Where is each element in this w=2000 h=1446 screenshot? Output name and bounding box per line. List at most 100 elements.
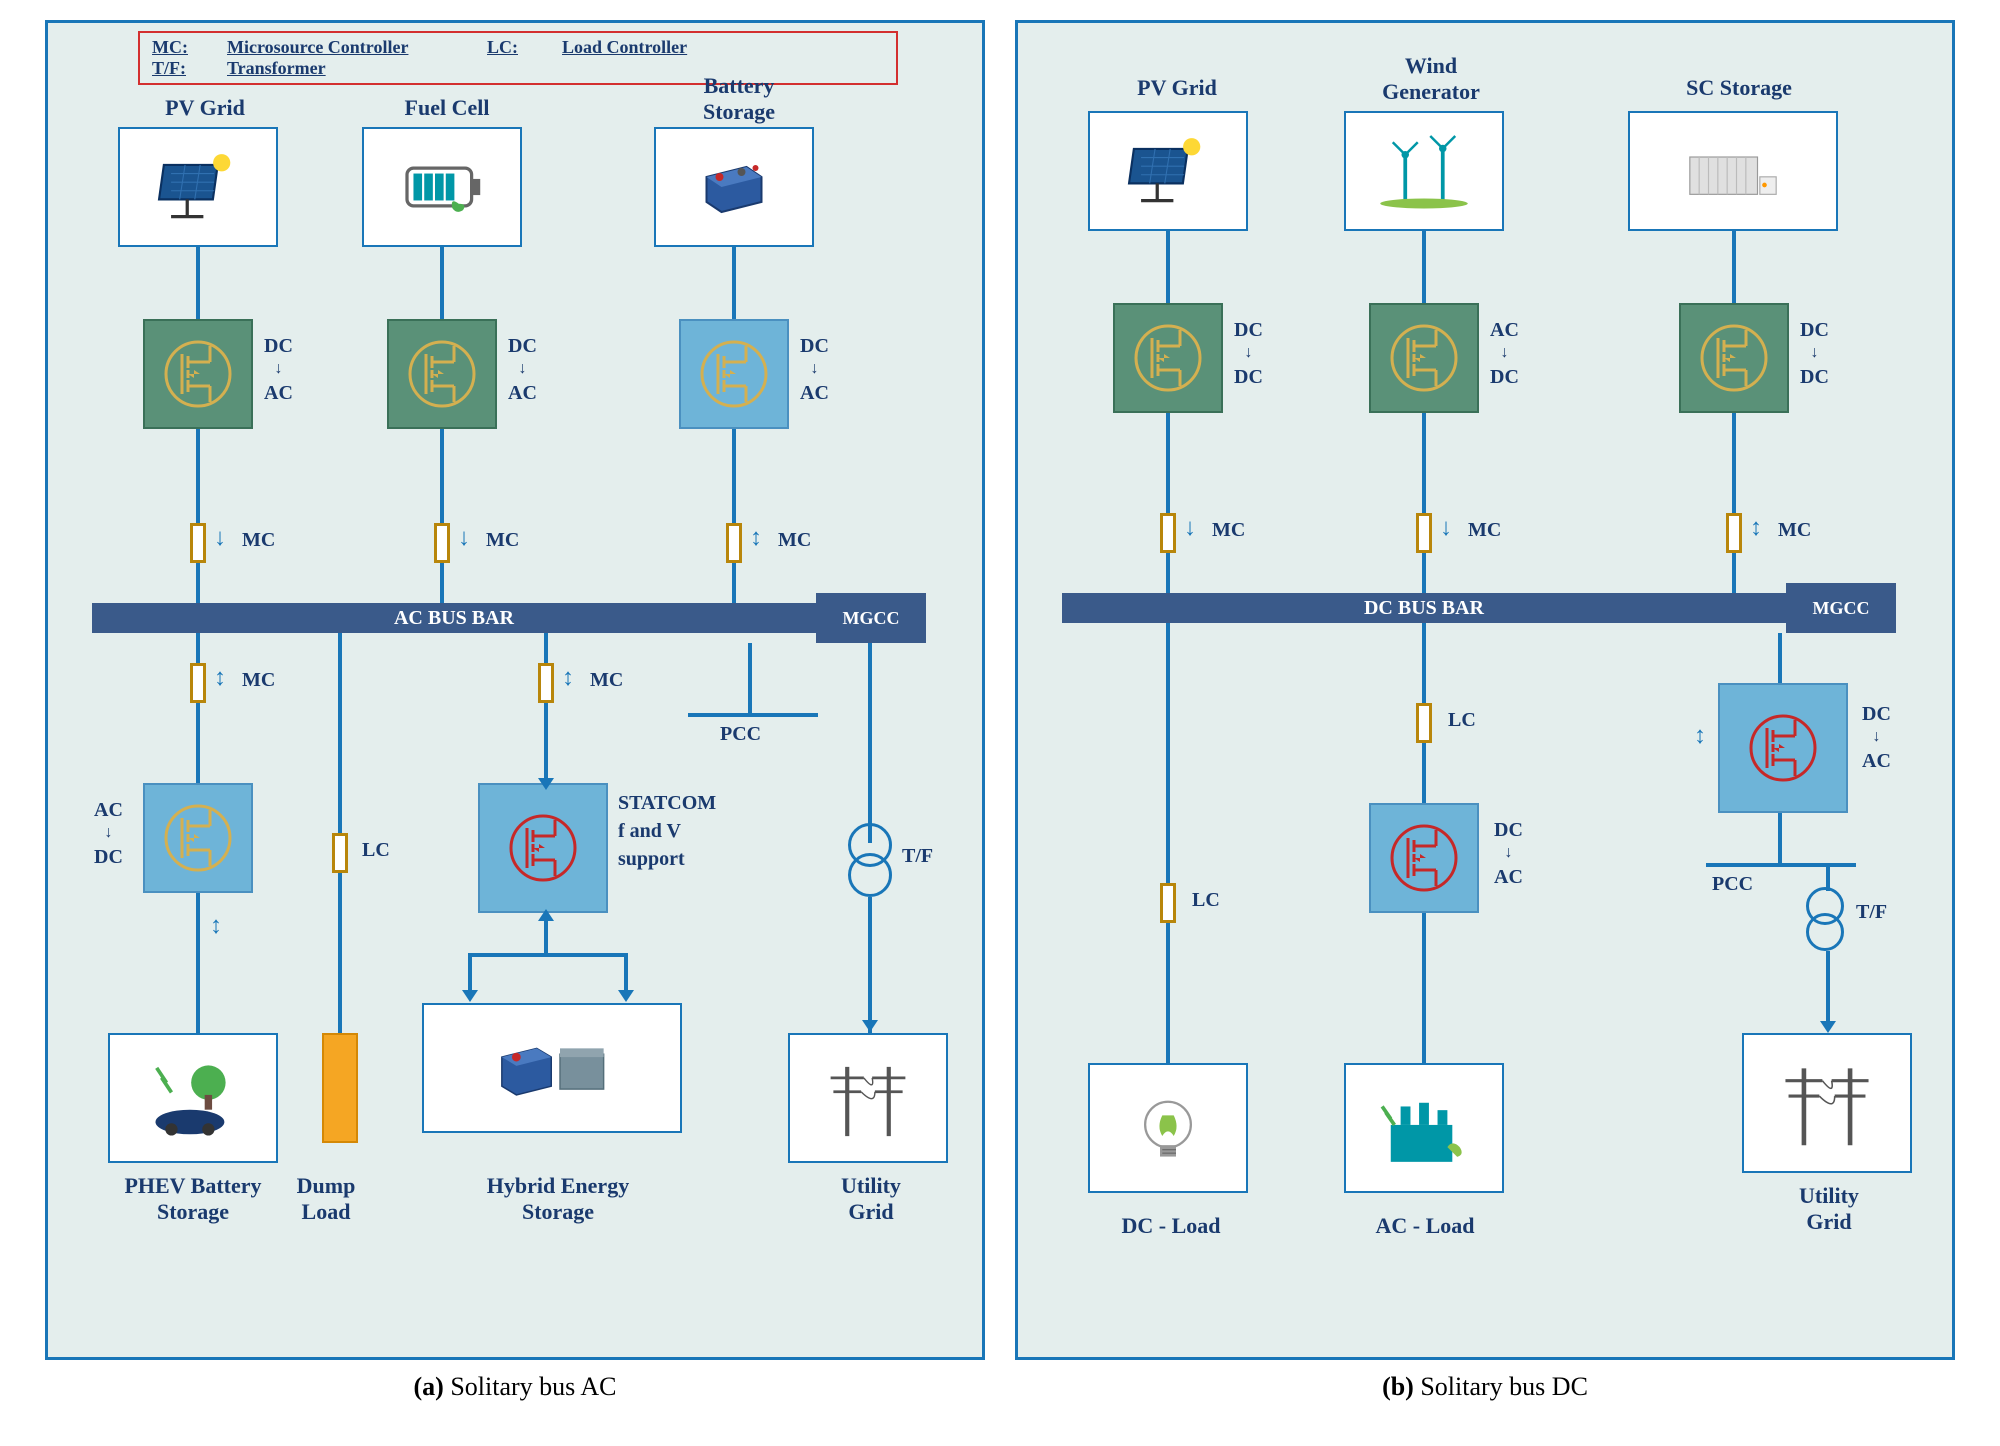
line (468, 953, 628, 957)
legend-tf-abbr: T/F: (152, 58, 227, 79)
conv-from: DC (1234, 319, 1263, 341)
mc-label: MC (1778, 519, 1811, 542)
conv-to: AC (1862, 750, 1891, 772)
line (196, 247, 200, 321)
converter-sc (1679, 303, 1789, 413)
lc-rect (1416, 703, 1432, 743)
mc-rect (434, 523, 450, 563)
title-dump: Dump Load (266, 1173, 386, 1225)
conv-from: DC (264, 335, 293, 357)
arrow (868, 1008, 872, 1020)
conv-label: DC ↓ AC (800, 333, 829, 406)
converter-grid (1718, 683, 1848, 813)
sc-icon (1628, 111, 1838, 231)
title-wind: Wind Generator (1356, 53, 1506, 105)
line (440, 429, 444, 603)
line (748, 643, 752, 713)
title-phev: PHEV Battery Storage (118, 1173, 268, 1225)
conv-label: AC ↓ DC (1490, 317, 1519, 390)
dc-load-icon (1088, 1063, 1248, 1193)
mgcc: MGCC (1786, 583, 1896, 633)
line (1422, 913, 1426, 1063)
battery-icon (654, 127, 814, 247)
legend-mc-def: Microsource Controller (227, 37, 487, 58)
line (196, 429, 200, 603)
statcom (478, 783, 608, 913)
line (732, 429, 736, 603)
legend-lc-abbr: LC: (487, 37, 562, 58)
conv-to: AC (508, 382, 537, 404)
title-utility: Utility Grid (796, 1173, 946, 1225)
mc-rect (190, 663, 206, 703)
line (1166, 231, 1170, 305)
title-sc: SC Storage (1664, 75, 1814, 101)
conv-label: DC ↓ AC (1494, 817, 1523, 890)
conv-to: AC (1494, 866, 1523, 888)
ac-load-icon (1344, 1063, 1504, 1193)
title-fuel: Fuel Cell (372, 95, 522, 121)
lc-label: LC (1448, 709, 1476, 732)
conv-label: DC ↓ AC (1862, 701, 1891, 774)
mc-rect (190, 523, 206, 563)
statcom-label: STATCOM f and V support (618, 789, 716, 873)
lc-rect (1160, 883, 1176, 923)
arrow (624, 978, 628, 990)
mc-rect (1160, 513, 1176, 553)
lc-rect (332, 833, 348, 873)
arrow (544, 758, 548, 778)
mc-label: MC (1212, 519, 1245, 542)
conv-label: AC ↓ DC (94, 797, 123, 870)
mc-rect (538, 663, 554, 703)
title-ac-load: AC - Load (1350, 1213, 1500, 1239)
legend-tf-def: Transformer (227, 58, 487, 79)
line (1778, 633, 1782, 683)
title-pv: PV Grid (130, 95, 280, 121)
converter-pv-dc (1113, 303, 1223, 413)
line (1732, 413, 1736, 593)
caption-label: (b) (1382, 1372, 1414, 1401)
lc-label: LC (1192, 889, 1220, 912)
line (732, 247, 736, 321)
tf-label: T/F (1856, 901, 1887, 924)
title-pv: PV Grid (1102, 75, 1252, 101)
mc-label: MC (242, 669, 275, 692)
mc-rect (1726, 513, 1742, 553)
conv-from: AC (1490, 319, 1519, 341)
pv-icon (1088, 111, 1248, 231)
line (1706, 863, 1856, 867)
panel-a: MC: Microsource Controller LC: Load Cont… (45, 20, 985, 1360)
utility-icon (1742, 1033, 1912, 1173)
wind-icon (1344, 111, 1504, 231)
conv-label: DC ↓ AC (264, 333, 293, 406)
mc-rect (1416, 513, 1432, 553)
converter-fuel (387, 319, 497, 429)
caption-b: (b) Solitary bus DC (1015, 1372, 1955, 1402)
mgcc: MGCC (816, 593, 926, 643)
converter-pv (143, 319, 253, 429)
line (196, 633, 200, 783)
bus-bar: AC BUS BAR (92, 603, 816, 633)
line (868, 643, 872, 843)
tf-circle (848, 853, 892, 897)
lc-label: LC (362, 839, 390, 862)
line (1166, 413, 1170, 593)
title-battery: Battery Storage (664, 73, 814, 125)
conv-to: AC (800, 382, 829, 404)
line (440, 247, 444, 321)
line (1826, 951, 1830, 1021)
line (688, 713, 818, 717)
conv-from: DC (1800, 319, 1829, 341)
mc-label: MC (1468, 519, 1501, 542)
line (1166, 623, 1170, 1063)
conv-label: DC ↓ DC (1234, 317, 1263, 390)
mc-rect (726, 523, 742, 563)
conv-from: AC (94, 799, 123, 821)
mc-label: MC (486, 529, 519, 552)
tf-circle (1806, 913, 1844, 951)
line (1422, 231, 1426, 305)
pv-icon (118, 127, 278, 247)
conv-label: DC ↓ DC (1800, 317, 1829, 390)
conv-from: DC (1862, 703, 1891, 725)
tf-label: T/F (902, 845, 933, 868)
fuel-cell-icon (362, 127, 522, 247)
